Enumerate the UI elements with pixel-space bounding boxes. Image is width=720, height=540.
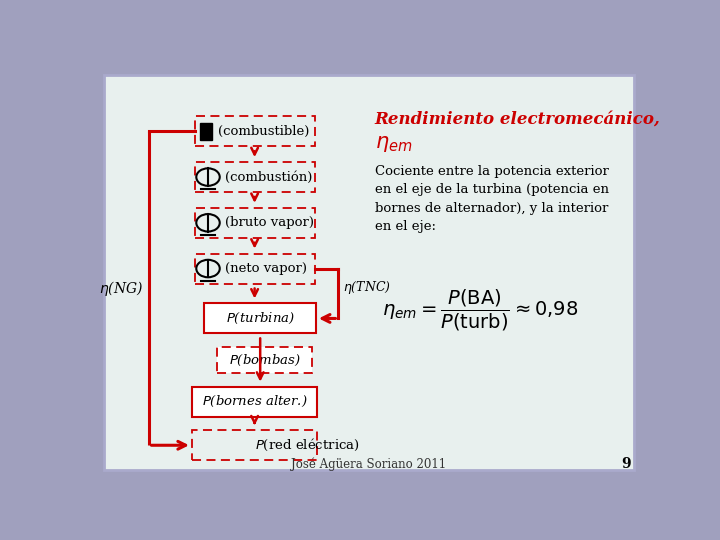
Bar (194, 254, 315, 284)
Text: (combustión): (combustión) (225, 171, 312, 184)
Bar (192, 387, 318, 416)
Text: (neto vapor): (neto vapor) (225, 262, 307, 275)
Bar (194, 116, 315, 146)
FancyBboxPatch shape (104, 75, 634, 470)
Bar (194, 162, 315, 192)
Text: José Agüera Soriano 2011: José Agüera Soriano 2011 (292, 457, 446, 471)
Text: $P$(red eléctrica): $P$(red eléctrica) (255, 437, 359, 453)
Text: 9: 9 (621, 457, 631, 471)
Text: $\eta_{em} = \dfrac{P(\mathrm{BA})}{P(\mathrm{turb})} \approx 0{,}98$: $\eta_{em} = \dfrac{P(\mathrm{BA})}{P(\m… (382, 288, 579, 333)
Text: (combustible): (combustible) (218, 125, 310, 138)
Bar (204, 303, 316, 333)
Bar (192, 430, 318, 460)
Text: $\eta$(NG): $\eta$(NG) (99, 279, 143, 298)
Text: Cociente entre la potencia exterior
en el eje de la turbina (potencia en
bornes : Cociente entre la potencia exterior en e… (374, 165, 608, 233)
Text: $P$(turbina): $P$(turbina) (225, 311, 294, 326)
Text: $\eta_{em}$: $\eta_{em}$ (374, 134, 412, 154)
Text: $P$(bornes alter.): $P$(bornes alter.) (202, 394, 307, 409)
Text: $P$(bombas): $P$(bombas) (229, 353, 301, 368)
Bar (194, 208, 315, 238)
Bar (200, 123, 212, 140)
Bar (217, 347, 312, 373)
Text: (bruto vapor): (bruto vapor) (225, 217, 315, 230)
Text: $\eta$(TNC): $\eta$(TNC) (343, 279, 391, 296)
Text: Rendimiento electromecánico,: Rendimiento electromecánico, (374, 110, 660, 127)
